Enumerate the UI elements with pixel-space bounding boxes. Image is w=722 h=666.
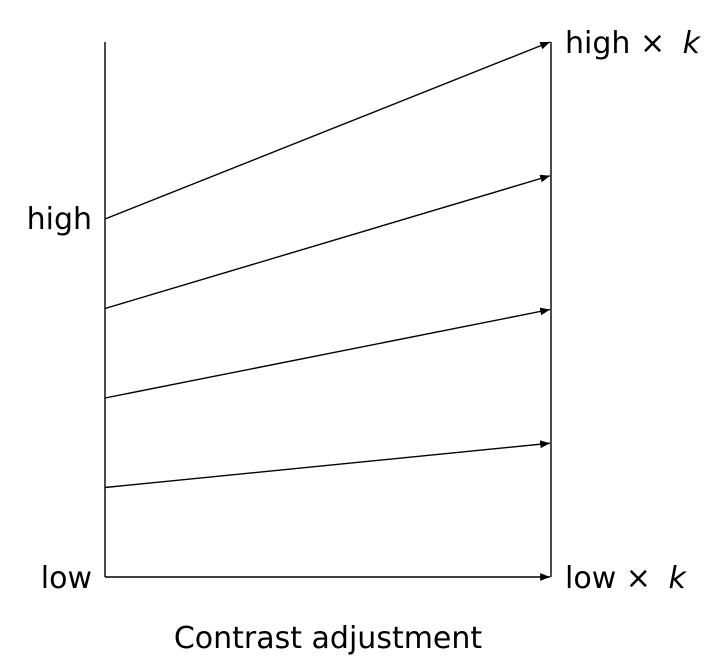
- mapping-arrow-0: [104, 41, 551, 220]
- k-symbol: k: [668, 561, 687, 596]
- mapping-arrow-3: [104, 440, 551, 489]
- high-label: high: [27, 202, 92, 237]
- caption: Contrast adjustment: [174, 621, 483, 656]
- k-symbol: k: [683, 26, 702, 61]
- mapping-arrow-1: [104, 174, 551, 310]
- mapping-arrow-2: [104, 307, 551, 399]
- mapping-arrows: [104, 41, 551, 581]
- low-label: low: [41, 561, 92, 596]
- high-times-k-prefix: high ×: [565, 26, 665, 61]
- low-times-k-prefix: low ×: [565, 561, 651, 596]
- high-times-k-label: high × k: [565, 26, 702, 61]
- low-times-k-label: low × k: [565, 561, 687, 596]
